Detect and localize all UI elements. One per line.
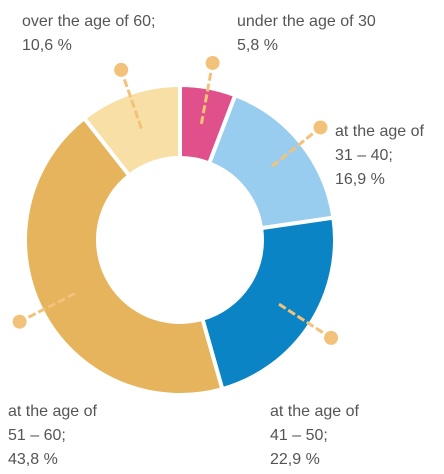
category-label: at the age of 41 – 50; — [270, 403, 359, 444]
slice-label: under the age of 30 5,8 % — [237, 10, 376, 58]
category-label: under the age of 30 — [237, 13, 376, 30]
category-label: at the age of 51 – 60; — [8, 403, 97, 444]
slice-label: over the age of 60; 10,6 % — [22, 10, 155, 58]
value-label: 22,9 % — [270, 451, 320, 468]
value-label: 5,8 % — [237, 37, 278, 54]
leader-dot — [324, 330, 339, 345]
value-label: 43,8 % — [8, 451, 58, 468]
slice — [81, 82, 182, 179]
slice-label: at the age of 31 – 40; 16,9 % — [335, 120, 435, 192]
leader-dot — [205, 55, 220, 70]
leader-line — [199, 70, 213, 125]
category-label: at the age of 31 – 40; — [335, 123, 424, 164]
slice — [23, 115, 225, 397]
leader-line — [271, 131, 316, 168]
leader-line — [26, 292, 76, 320]
slice-label: at the age of 51 – 60; 43,8 % — [8, 400, 108, 472]
slice — [199, 215, 337, 392]
leader-line — [278, 302, 326, 335]
slice — [206, 92, 336, 231]
category-label: over the age of 60; — [22, 13, 156, 30]
slice-label: at the age of 41 – 50; 22,9 % — [270, 400, 370, 472]
leader-dot — [313, 120, 328, 135]
leader-dot — [114, 62, 129, 77]
leader-dot — [12, 314, 27, 329]
value-label: 16,9 % — [335, 171, 385, 188]
value-label: 10,6 % — [22, 37, 72, 54]
leader-line — [122, 76, 143, 129]
